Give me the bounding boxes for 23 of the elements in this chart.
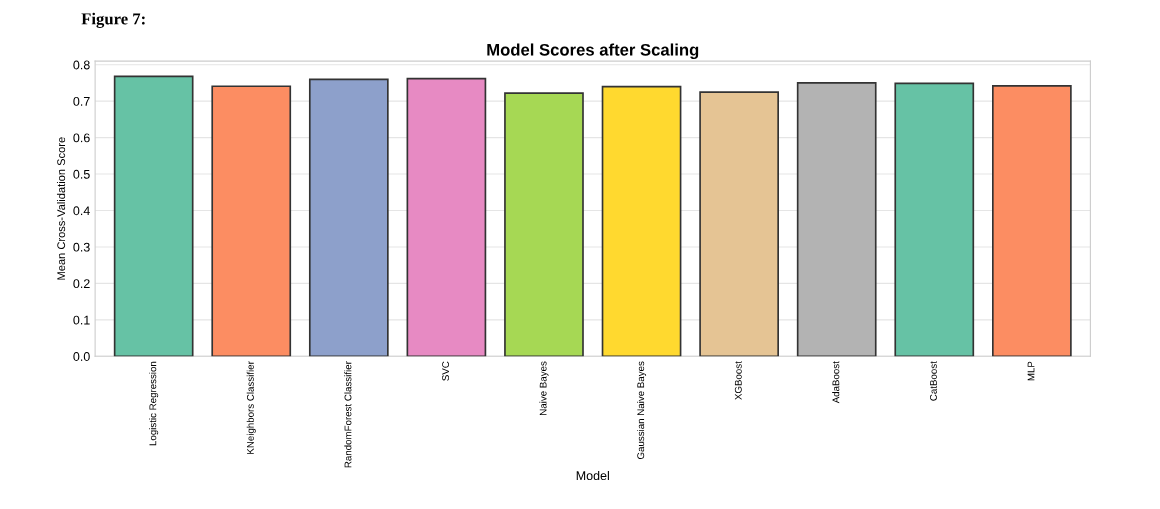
x-tick-label: SVC xyxy=(442,361,450,381)
x-tick-label: AdaBoost xyxy=(832,361,840,404)
y-tick-label: 0.7 xyxy=(73,96,90,106)
x-tick-label: KNeighbors Classifier xyxy=(246,361,256,454)
x-tick-label: Naive Bayes xyxy=(539,361,549,415)
y-tick-label: 0.2 xyxy=(73,279,90,289)
y-tick-label: 0.8 xyxy=(73,60,90,70)
x-tick-label: Gaussian Naive Bayes xyxy=(637,361,647,460)
x-tick-label: CatBoost xyxy=(930,361,937,401)
x-axis-title: Model xyxy=(576,470,609,481)
y-tick-label: 0.4 xyxy=(73,206,90,216)
x-tick-label: RandomForest Classifier xyxy=(344,361,352,468)
y-tick-label: 0.3 xyxy=(73,242,90,252)
y-tick-label: 0.0 xyxy=(73,352,90,361)
y-tick-label: 0.1 xyxy=(73,315,90,325)
chart-title: Model Scores after Scaling xyxy=(487,43,699,60)
y-tick-label: 0.6 xyxy=(73,133,90,143)
y-axis-title: Mean Cross-Validation Score xyxy=(56,137,66,280)
y-tick-label: 0.5 xyxy=(73,169,90,179)
x-tick-label: MLP xyxy=(1027,361,1035,381)
x-tick-label: XGBoost xyxy=(734,361,742,400)
x-tick-label: Logistic Regression xyxy=(149,361,159,446)
caption: Figure 7: xyxy=(81,12,145,28)
